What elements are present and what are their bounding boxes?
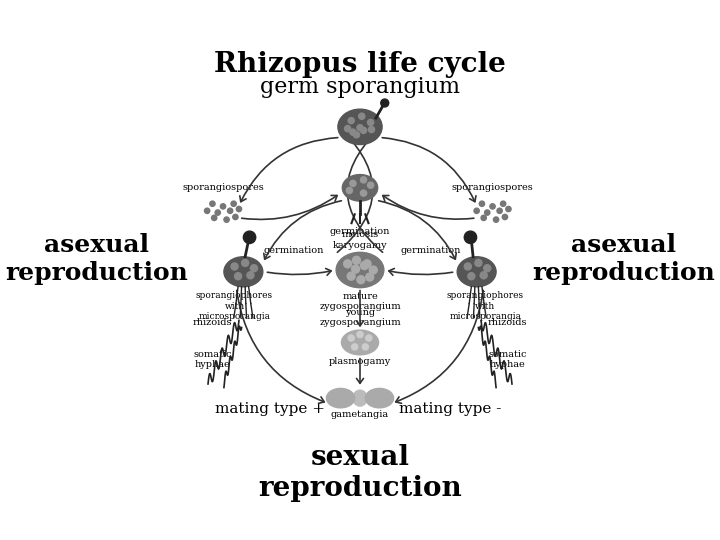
Circle shape: [367, 182, 374, 188]
Text: germination: germination: [400, 246, 461, 255]
Circle shape: [231, 201, 236, 206]
Circle shape: [251, 265, 258, 272]
Text: rhizoids: rhizoids: [488, 318, 527, 327]
Circle shape: [493, 217, 499, 222]
Circle shape: [353, 256, 361, 264]
Circle shape: [220, 204, 225, 209]
Circle shape: [350, 129, 356, 135]
Text: somatic
hyphae: somatic hyphae: [488, 349, 527, 369]
Circle shape: [235, 273, 242, 280]
Text: mating type +: mating type +: [215, 402, 325, 416]
Ellipse shape: [353, 390, 367, 406]
Ellipse shape: [342, 174, 378, 201]
Circle shape: [500, 201, 505, 206]
Circle shape: [480, 201, 485, 206]
Circle shape: [351, 265, 359, 273]
Circle shape: [351, 344, 358, 350]
Text: sporangiophores
with
microsporangia: sporangiophores with microsporangia: [196, 291, 273, 321]
Circle shape: [366, 273, 374, 281]
Circle shape: [210, 201, 215, 206]
Text: asexual
reproduction: asexual reproduction: [532, 233, 715, 285]
Circle shape: [215, 210, 220, 215]
Circle shape: [204, 208, 210, 213]
Text: young
zygosporangium: young zygosporangium: [319, 308, 401, 327]
Circle shape: [367, 119, 374, 125]
Circle shape: [348, 118, 354, 124]
Circle shape: [497, 208, 503, 213]
Text: sporangiospores: sporangiospores: [182, 183, 264, 192]
Circle shape: [475, 259, 482, 266]
Circle shape: [231, 263, 238, 270]
Circle shape: [362, 344, 369, 350]
Circle shape: [357, 332, 363, 338]
Circle shape: [369, 266, 377, 274]
Circle shape: [503, 214, 508, 220]
Circle shape: [361, 190, 366, 196]
Circle shape: [474, 208, 480, 213]
Circle shape: [490, 204, 495, 209]
Circle shape: [224, 217, 229, 222]
Circle shape: [243, 231, 256, 244]
Circle shape: [212, 215, 217, 220]
Text: sporangiospores: sporangiospores: [451, 183, 534, 192]
Ellipse shape: [457, 256, 496, 287]
Text: Rhizopus life cycle: Rhizopus life cycle: [214, 51, 506, 78]
Text: plasmogamy: plasmogamy: [329, 357, 391, 367]
Circle shape: [361, 177, 366, 183]
Ellipse shape: [326, 388, 355, 408]
Circle shape: [228, 208, 233, 213]
Circle shape: [357, 125, 363, 131]
Circle shape: [464, 263, 472, 270]
Ellipse shape: [341, 330, 379, 355]
Text: rhizoids: rhizoids: [193, 318, 232, 327]
Text: sporangiophores
with
microsporangia: sporangiophores with microsporangia: [447, 291, 524, 321]
Circle shape: [242, 259, 248, 266]
Text: germ sporangium: germ sporangium: [260, 76, 460, 98]
Circle shape: [354, 132, 359, 138]
Ellipse shape: [224, 256, 263, 287]
Circle shape: [484, 265, 491, 272]
Text: gametangia: gametangia: [331, 410, 389, 420]
Circle shape: [361, 127, 366, 133]
Circle shape: [369, 126, 374, 133]
Text: somatic
hyphae: somatic hyphae: [193, 349, 232, 369]
Circle shape: [464, 231, 477, 244]
Circle shape: [345, 125, 351, 132]
Circle shape: [346, 187, 353, 193]
Circle shape: [236, 206, 242, 212]
Circle shape: [481, 215, 486, 220]
Circle shape: [233, 214, 238, 220]
Circle shape: [480, 272, 487, 279]
Text: sexual
reproduction: sexual reproduction: [258, 444, 462, 502]
Circle shape: [363, 260, 371, 268]
Text: asexual
reproduction: asexual reproduction: [5, 233, 188, 285]
Circle shape: [366, 335, 372, 341]
Text: mature
zygosporangium: mature zygosporangium: [319, 292, 401, 312]
Circle shape: [247, 272, 254, 279]
Circle shape: [361, 261, 369, 269]
Text: germination: germination: [264, 246, 324, 255]
Circle shape: [350, 180, 356, 186]
Text: meiosis
karyogamy: meiosis karyogamy: [333, 230, 387, 249]
Circle shape: [381, 99, 389, 107]
Circle shape: [485, 210, 490, 215]
Circle shape: [357, 276, 365, 284]
Circle shape: [468, 273, 475, 280]
Circle shape: [505, 206, 511, 212]
Circle shape: [348, 335, 354, 341]
Ellipse shape: [336, 252, 384, 288]
Text: germination: germination: [330, 227, 390, 235]
Circle shape: [347, 272, 355, 280]
Text: mating type -: mating type -: [399, 402, 501, 416]
Ellipse shape: [338, 109, 382, 145]
Circle shape: [359, 113, 365, 119]
Circle shape: [343, 260, 351, 268]
Ellipse shape: [365, 388, 394, 408]
